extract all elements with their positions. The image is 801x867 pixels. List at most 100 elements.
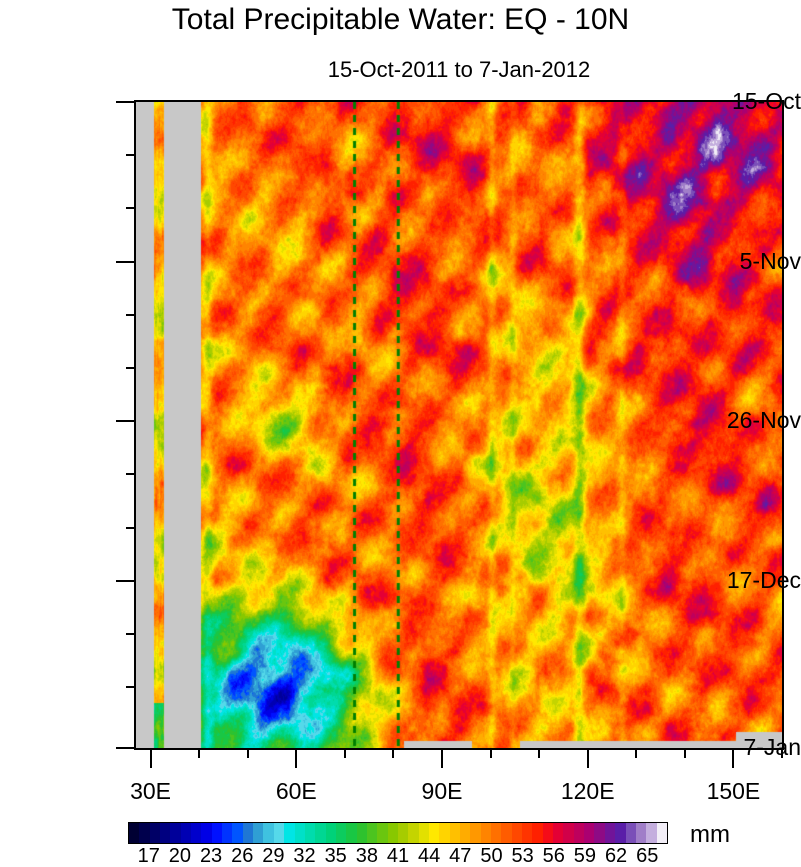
- colorbar-cell: [522, 823, 533, 843]
- colorbar-units-label: mm: [690, 821, 730, 848]
- x-axis-minor-tick: [392, 748, 395, 758]
- colorbar-cell: [635, 823, 647, 843]
- colorbar-tick-label: 65: [636, 845, 659, 867]
- colorbar-cell: [594, 823, 605, 843]
- colorbar-tick-label: 32: [293, 845, 316, 867]
- colorbar-cell: [470, 823, 481, 843]
- colorbar-cell: [553, 823, 564, 843]
- colorbar-cell: [646, 823, 657, 843]
- y-axis-tick-label: 5-Nov: [739, 247, 801, 274]
- colorbar-cell: [263, 823, 274, 843]
- x-axis-minor-tick: [343, 748, 346, 758]
- x-axis-major-tick: [149, 748, 152, 768]
- colorbar-cell: [129, 823, 140, 843]
- colorbar-tick-label: 35: [324, 845, 347, 867]
- colorbar-tick-label: 17: [137, 845, 160, 867]
- colorbar-cell: [501, 823, 512, 843]
- x-axis-major-tick: [295, 748, 298, 768]
- x-axis-tick-label: 30E: [130, 778, 172, 804]
- colorbar-cell: [408, 823, 419, 843]
- colorbar-tick-label: 38: [355, 845, 378, 867]
- colorbar-tick-label: 29: [262, 845, 285, 867]
- colorbar-cell: [253, 823, 264, 843]
- colorbar-cell: [397, 823, 409, 843]
- colorbar-tick-label: 56: [542, 845, 565, 867]
- x-axis-major-tick: [732, 748, 735, 768]
- y-axis-minor-tick: [126, 526, 136, 529]
- colorbar-tick-label: 59: [573, 845, 597, 867]
- colorbar-cell: [604, 823, 616, 843]
- figure-subtitle: 15-Oct-2011 to 7-Jan-2012: [327, 57, 591, 82]
- x-axis-minor-tick: [635, 748, 638, 758]
- colorbar-tick-label: 50: [480, 845, 503, 867]
- y-axis-minor-tick: [126, 313, 136, 316]
- colorbar-cell: [532, 823, 543, 843]
- colorbar-cell: [387, 823, 398, 843]
- colorbar-tick-labels: 17 20 23 26 29 32 35 38 41 44 47 50 53 56 59 62 65: [128, 845, 668, 867]
- x-axis-minor-tick: [489, 748, 492, 758]
- colorbar-cell: [242, 823, 254, 843]
- colorbar-cell: [284, 823, 295, 843]
- y-axis-tick-label: 7-Jan: [743, 734, 801, 760]
- x-axis-minor-tick: [683, 748, 686, 758]
- colorbar-tick-label: 62: [604, 845, 628, 867]
- colorbar-cell: [656, 823, 667, 843]
- colorbar-cell: [139, 823, 150, 843]
- y-axis-minor-tick: [126, 632, 136, 635]
- y-axis-minor-tick: [126, 154, 136, 157]
- y-axis-minor-tick: [126, 473, 136, 476]
- y-axis-major-tick: [116, 747, 136, 749]
- colorbar-cell: [625, 823, 636, 843]
- colorbar-cell: [480, 823, 492, 843]
- colorbar-cell: [584, 823, 595, 843]
- colorbar-tick-label: 44: [418, 845, 441, 867]
- colorbar-cell: [191, 823, 202, 843]
- colorbar-cell: [542, 823, 554, 843]
- colorbar-cell: [346, 823, 357, 843]
- y-axis-tick-label: 17-Dec: [726, 566, 801, 593]
- y-axis-tick-label: 26-Nov: [726, 407, 801, 434]
- y-axis-tick-label: 15-Oct: [731, 88, 801, 114]
- y-axis-minor-tick: [126, 367, 136, 370]
- colorbar-tick-label: 41: [386, 845, 410, 867]
- colorbar-cell: [304, 823, 316, 843]
- colorbar-cell: [170, 823, 181, 843]
- colorbar-cell: [615, 823, 626, 843]
- colorbar-cell: [232, 823, 243, 843]
- colorbar-cell: [294, 823, 305, 843]
- colorbar-cell: [149, 823, 161, 843]
- colorbar-swatches: [128, 822, 668, 844]
- x-axis-minor-tick: [781, 748, 783, 758]
- colorbar: [128, 822, 668, 844]
- colorbar-cell: [160, 823, 171, 843]
- colorbar-cell: [335, 823, 347, 843]
- colorbar-cell: [563, 823, 574, 843]
- x-axis-major-tick: [441, 748, 443, 768]
- colorbar-cell: [222, 823, 233, 843]
- colorbar-tick-label: 20: [168, 845, 192, 867]
- colorbar-cell: [325, 823, 336, 843]
- colorbar-cell: [511, 823, 523, 843]
- colorbar-cell: [180, 823, 192, 843]
- colorbar-cell: [315, 823, 326, 843]
- colorbar-cell: [439, 823, 450, 843]
- x-axis-tick-label: 90E: [421, 778, 463, 804]
- colorbar-cell: [356, 823, 367, 843]
- colorbar-tick-label: 53: [511, 845, 534, 867]
- x-axis-tick-label: 150E: [706, 778, 761, 804]
- x-axis-minor-tick: [198, 748, 201, 758]
- page-title: Total Precipitable Water: EQ - 10N: [171, 3, 630, 36]
- x-axis-tick-label: 60E: [275, 778, 317, 804]
- hovmoller-plot-area: [134, 100, 784, 750]
- colorbar-cell: [377, 823, 388, 843]
- x-axis-minor-tick: [246, 748, 249, 758]
- y-axis-major-tick: [116, 260, 136, 263]
- x-axis-tick-label: 120E: [560, 778, 615, 804]
- colorbar-cell: [460, 823, 471, 843]
- y-axis-major-tick: [116, 101, 136, 103]
- colorbar-cell: [418, 823, 429, 843]
- colorbar-cell: [273, 823, 285, 843]
- colorbar-cell: [491, 823, 502, 843]
- y-axis-major-tick: [116, 420, 136, 423]
